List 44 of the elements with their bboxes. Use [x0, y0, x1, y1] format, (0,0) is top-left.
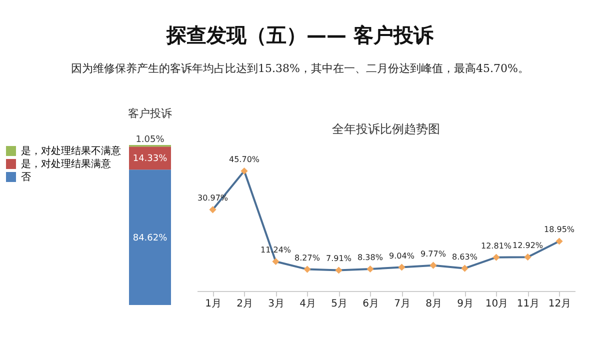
x-tick-label: 9月: [457, 298, 474, 310]
x-tick-label: 8月: [426, 298, 442, 310]
point: [240, 167, 248, 175]
x-tick-label: 10月: [485, 298, 508, 310]
point: [556, 238, 563, 245]
chart-title: 客户投诉: [128, 107, 172, 120]
point: [366, 265, 374, 273]
point: [398, 264, 406, 271]
data-label: 12.92%: [512, 241, 544, 250]
data-label: 8.27%: [294, 253, 320, 262]
data-label: 9.77%: [420, 249, 446, 258]
text: 探查发现（五）—— 客户投诉: [165, 22, 434, 49]
legend-label: 否: [21, 172, 31, 183]
x-tick-label: 1月: [205, 298, 222, 310]
data-label: 7.91%: [326, 254, 352, 264]
x-tick-label: 4月: [300, 298, 316, 310]
data-label: 14.33%: [132, 154, 168, 164]
point: [524, 254, 532, 261]
x-tick-label: 11月: [516, 298, 540, 310]
point: [461, 264, 468, 272]
data-label: 8.63%: [452, 252, 478, 262]
point: [492, 254, 500, 261]
x-tick-label: 3月: [268, 298, 284, 310]
point: [430, 262, 437, 269]
x-tick-label: 12月: [548, 298, 572, 310]
data-label: 45.70%: [228, 155, 260, 164]
point: [335, 266, 342, 274]
legend-label: 是，对处理结果满意: [21, 158, 111, 170]
data-label: 9.04%: [389, 251, 415, 260]
x-tick-label: 7月: [394, 298, 410, 310]
text: 因为维修保养产生的客诉年均占比达到15.38%，其中在一、二月份达到峰值，最高45.70%。: [70, 61, 530, 76]
data-label: 12.81%: [480, 241, 512, 250]
legend-label: 是，对处理结果不满意: [21, 145, 121, 157]
data-label: 1.05%: [136, 135, 165, 145]
data-label: 84.62%: [132, 233, 168, 244]
x-tick-label: 6月: [362, 298, 379, 310]
x-tick-label: 2月: [236, 298, 253, 310]
data-label: 18.95%: [544, 225, 575, 234]
data-label: 8.38%: [358, 252, 384, 262]
point: [272, 258, 280, 266]
chart-title: 全年投诉比例趋势图: [332, 122, 440, 136]
point: [304, 266, 311, 273]
x-tick-label: 5月: [331, 298, 348, 310]
point: [209, 206, 216, 214]
